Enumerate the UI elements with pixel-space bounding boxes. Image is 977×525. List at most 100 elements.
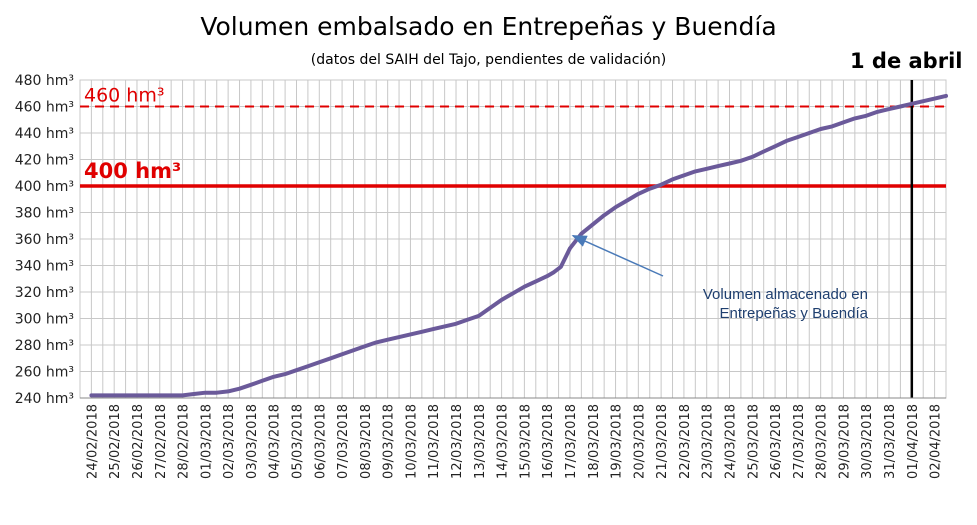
- x-tick-label: 18/03/2018: [587, 404, 602, 479]
- reference-label-400: 400 hm³: [84, 159, 181, 183]
- x-tick-label: 31/03/2018: [883, 404, 898, 479]
- chart-subtitle: (datos del SAIH del Tajo, pendientes de …: [310, 52, 667, 68]
- x-tick-label: 24/03/2018: [724, 404, 739, 479]
- series-point: [397, 335, 401, 339]
- x-tick-label: 21/03/2018: [655, 404, 670, 479]
- x-tick-label: 20/03/2018: [632, 404, 647, 479]
- series-point: [705, 167, 708, 170]
- x-tick-label: 11/03/2018: [427, 404, 442, 479]
- series-point: [283, 372, 287, 376]
- series-point: [386, 338, 389, 341]
- series-point: [625, 199, 629, 202]
- series-point: [865, 114, 868, 117]
- x-tick-label: 12/03/2018: [450, 404, 465, 479]
- series-point: [363, 345, 367, 348]
- chart-title: Volumen embalsado en Entrepeñas y Buendí…: [200, 12, 777, 41]
- annotation-line-1: Volumen almacenado en: [703, 286, 868, 303]
- series-point: [511, 292, 515, 295]
- series-point: [489, 306, 492, 310]
- series-point: [819, 127, 822, 131]
- y-tick-label: 300 hm³: [15, 312, 74, 328]
- x-tick-label: 06/03/2018: [313, 404, 328, 479]
- y-tick-label: 380 hm³: [15, 206, 74, 222]
- series-point: [910, 102, 914, 106]
- axis-layer: 240 hm³ 260 hm³ 280 hm³ 300 hm³ 320 hm³ 340 h…: [15, 73, 946, 479]
- series-point: [318, 361, 321, 364]
- x-tick-label: 17/03/2018: [564, 404, 579, 479]
- series-point: [944, 94, 948, 98]
- reference-label-460: 460 hm³: [84, 85, 164, 107]
- series-point: [181, 394, 184, 397]
- series-point: [135, 394, 139, 397]
- x-tick-label: 28/02/2018: [177, 404, 192, 479]
- x-tick-label: 26/02/2018: [131, 404, 146, 479]
- series-point: [671, 178, 674, 181]
- x-tick-label: 16/03/2018: [541, 404, 556, 479]
- series-point: [682, 174, 686, 177]
- series-point: [568, 247, 572, 250]
- series-point: [559, 265, 563, 269]
- series-point: [614, 206, 617, 209]
- series-point: [552, 270, 556, 274]
- series-point: [295, 368, 298, 372]
- series-point: [648, 187, 651, 190]
- series-point: [728, 162, 731, 165]
- y-tick-label: 440 hm³: [15, 126, 74, 142]
- series-point: [751, 155, 754, 159]
- annotation-line-2: Entrepeñas y Buendía: [720, 305, 869, 322]
- series-point: [158, 394, 161, 397]
- series-point: [375, 341, 378, 344]
- series-point: [716, 164, 720, 168]
- series-point: [443, 325, 446, 328]
- x-tick-label: 02/04/2018: [929, 404, 944, 479]
- y-tick-label: 480 hm³: [15, 73, 74, 89]
- series-point: [534, 280, 537, 283]
- series-point: [226, 390, 230, 393]
- series-point: [773, 145, 777, 148]
- x-tick-label: 05/03/2018: [291, 404, 306, 479]
- x-tick-label: 29/03/2018: [837, 404, 852, 479]
- series-point: [637, 192, 640, 196]
- series-point: [899, 105, 902, 108]
- series-point: [808, 131, 811, 135]
- x-tick-label: 02/03/2018: [222, 404, 237, 479]
- april-marker-label: 1 de abril: [850, 49, 963, 73]
- chart-grid: [79, 79, 947, 399]
- series-point: [238, 387, 241, 390]
- series-point: [876, 110, 879, 114]
- x-tick-label: 25/02/2018: [108, 404, 123, 479]
- x-tick-label: 23/03/2018: [701, 404, 716, 479]
- series-point: [545, 274, 549, 278]
- annotation-arrow: [571, 235, 664, 277]
- y-tick-label: 360 hm³: [15, 232, 74, 248]
- series-point: [329, 357, 332, 360]
- x-tick-label: 08/03/2018: [359, 404, 374, 479]
- series-point: [762, 150, 765, 153]
- x-tick-label: 24/02/2018: [85, 404, 100, 479]
- series-point: [591, 223, 594, 226]
- series-point: [933, 97, 936, 100]
- y-tick-label: 260 hm³: [15, 365, 74, 381]
- x-tick-label: 15/03/2018: [518, 404, 533, 479]
- y-tick-label: 240 hm³: [15, 391, 74, 407]
- series-point: [192, 392, 196, 396]
- series-point: [90, 394, 93, 397]
- series-point: [922, 100, 925, 103]
- y-tick-label: 340 hm³: [15, 259, 74, 275]
- x-tick-label: 09/03/2018: [382, 404, 397, 479]
- y-tick-label: 280 hm³: [15, 338, 74, 354]
- series-point: [842, 121, 845, 124]
- series-point: [523, 285, 526, 288]
- series-point: [796, 135, 800, 139]
- series-point: [454, 322, 458, 325]
- x-tick-label: 27/03/2018: [792, 404, 807, 479]
- x-tick-label: 07/03/2018: [336, 404, 351, 479]
- x-tick-label: 22/03/2018: [678, 404, 693, 479]
- annotation-layer: Volumen almacenado en Entrepeñas y Buendí…: [571, 235, 869, 322]
- x-tick-label: 27/02/2018: [154, 404, 169, 479]
- series-point: [249, 383, 253, 386]
- series-point: [785, 139, 788, 143]
- series-point: [432, 327, 435, 331]
- x-tick-label: 30/03/2018: [860, 404, 875, 479]
